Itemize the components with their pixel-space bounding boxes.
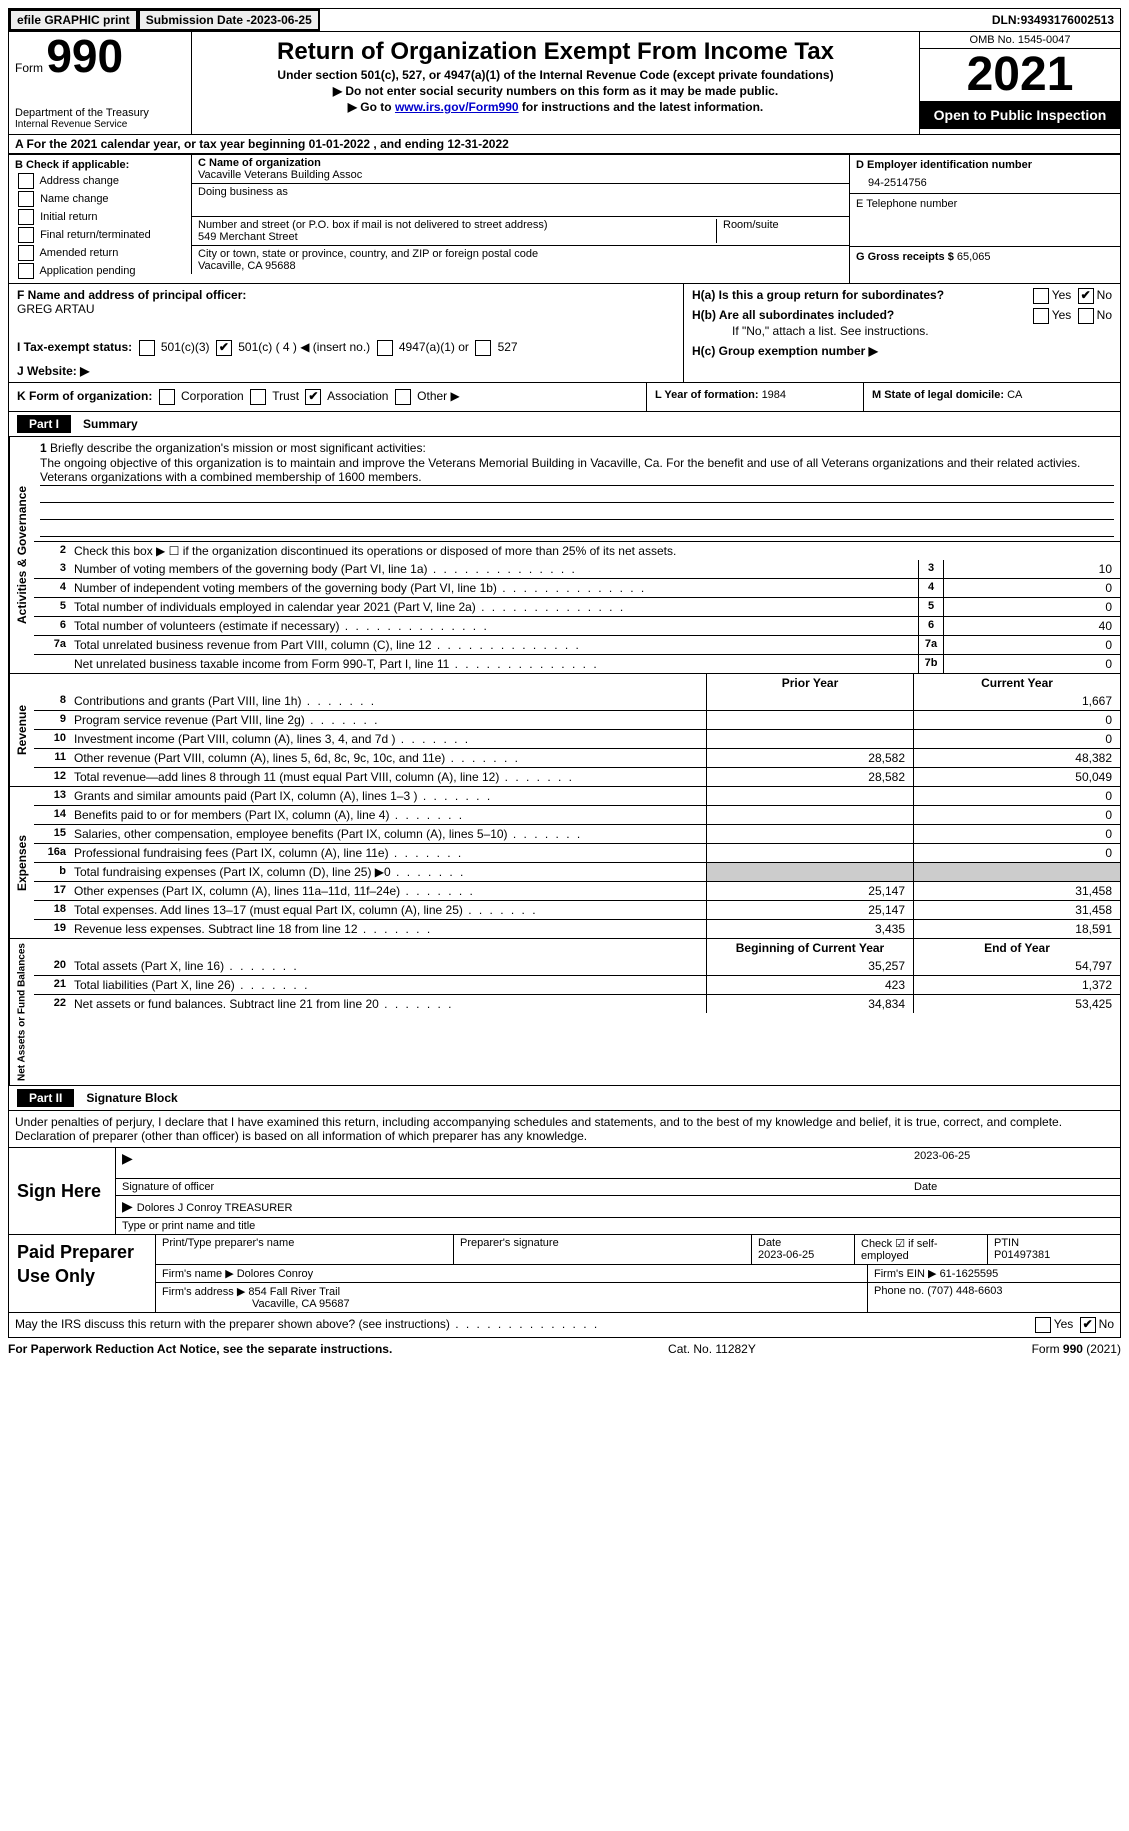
discuss-yes[interactable] — [1035, 1317, 1051, 1333]
table-row: 13Grants and similar amounts paid (Part … — [34, 787, 1120, 805]
dept-treasury: Department of the Treasury — [15, 107, 185, 119]
ptin: P01497381 — [994, 1249, 1114, 1261]
table-row: 22Net assets or fund balances. Subtract … — [34, 994, 1120, 1013]
tax-year: 2021 — [920, 49, 1120, 101]
part2-header: Part II Signature Block — [8, 1086, 1121, 1111]
form-subtitle: Under section 501(c), 527, or 4947(a)(1)… — [196, 68, 915, 82]
top-bar: efile GRAPHIC print Submission Date - 20… — [8, 8, 1121, 32]
tax-year-line: A For the 2021 calendar year, or tax yea… — [8, 135, 1121, 154]
state-domicile: CA — [1007, 389, 1022, 401]
revenue-block: Revenue Prior Year Current Year 8Contrib… — [8, 674, 1121, 787]
expenses-block: Expenses 13Grants and similar amounts pa… — [8, 787, 1121, 939]
check-assoc[interactable] — [305, 389, 321, 405]
form-title: Return of Organization Exempt From Incom… — [196, 38, 915, 66]
check-final-return[interactable] — [18, 227, 34, 243]
check-other[interactable] — [395, 389, 411, 405]
table-row: 19Revenue less expenses. Subtract line 1… — [34, 919, 1120, 938]
table-row: 9Program service revenue (Part VIII, lin… — [34, 710, 1120, 729]
table-row: 18Total expenses. Add lines 13–17 (must … — [34, 900, 1120, 919]
penalties-text: Under penalties of perjury, I declare th… — [8, 1111, 1121, 1148]
table-row: Net unrelated business taxable income fr… — [34, 654, 1120, 673]
gross-receipts: 65,065 — [957, 251, 991, 263]
form-prefix: Form — [15, 61, 43, 75]
activities-governance: Activities & Governance 1 Briefly descri… — [8, 437, 1121, 674]
table-row: 7aTotal unrelated business revenue from … — [34, 635, 1120, 654]
firm-addr1: 854 Fall River Trail — [248, 1286, 340, 1298]
paid-preparer-block: Paid Preparer Use Only Print/Type prepar… — [8, 1235, 1121, 1313]
firm-addr2: Vacaville, CA 95687 — [162, 1298, 861, 1310]
table-row: 14Benefits paid to or for members (Part … — [34, 805, 1120, 824]
table-row: 12Total revenue—add lines 8 through 11 (… — [34, 767, 1120, 786]
table-row: 17Other expenses (Part IX, column (A), l… — [34, 881, 1120, 900]
hb-no[interactable] — [1078, 308, 1094, 324]
principal-officer: GREG ARTAU — [17, 302, 675, 316]
table-row: 10Investment income (Part VIII, column (… — [34, 729, 1120, 748]
prep-date: 2023-06-25 — [758, 1249, 848, 1261]
sign-date: 2023-06-25 — [908, 1148, 1120, 1178]
check-name-change[interactable] — [18, 191, 34, 207]
dln: DLN: 93493176002513 — [986, 9, 1120, 31]
table-row: 16aProfessional fundraising fees (Part I… — [34, 843, 1120, 862]
open-to-public: Open to Public Inspection — [920, 101, 1120, 129]
submission-label: Submission Date - — [146, 13, 251, 27]
check-amended[interactable] — [18, 245, 34, 261]
submission-date-button[interactable]: Submission Date - 2023-06-25 — [138, 9, 320, 31]
section-d-e-g: D Employer identification number 94-2514… — [849, 155, 1120, 283]
net-assets-block: Net Assets or Fund Balances Beginning of… — [8, 939, 1121, 1086]
table-row: 21Total liabilities (Part X, line 26)423… — [34, 975, 1120, 994]
table-row: 20Total assets (Part X, line 16)35,25754… — [34, 957, 1120, 975]
table-row: 3Number of voting members of the governi… — [34, 560, 1120, 578]
street-address: 549 Merchant Street — [198, 231, 716, 243]
firm-ein: 61-1625595 — [940, 1268, 999, 1280]
irs-link[interactable]: www.irs.gov/Form990 — [395, 100, 519, 114]
check-application-pending[interactable] — [18, 263, 34, 279]
check-527[interactable] — [475, 340, 491, 356]
table-row: 5Total number of individuals employed in… — [34, 597, 1120, 616]
check-4947[interactable] — [377, 340, 393, 356]
check-trust[interactable] — [250, 389, 266, 405]
ha-yes[interactable] — [1033, 288, 1049, 304]
check-address-change[interactable] — [18, 173, 34, 189]
part1-header: Part I Summary — [8, 412, 1121, 437]
table-row: 11Other revenue (Part VIII, column (A), … — [34, 748, 1120, 767]
city-state-zip: Vacaville, CA 95688 — [198, 260, 843, 272]
page-footer: For Paperwork Reduction Act Notice, see … — [8, 1338, 1121, 1360]
form-note2: ▶ Go to www.irs.gov/Form990 for instruct… — [196, 100, 915, 114]
hb-yes[interactable] — [1033, 308, 1049, 324]
officer-name: Dolores J Conroy TREASURER — [116, 1196, 1120, 1217]
year-formation: 1984 — [762, 389, 786, 401]
irs-label: Internal Revenue Service — [15, 119, 185, 130]
firm-phone: (707) 448-6603 — [927, 1285, 1002, 1297]
efile-button[interactable]: efile GRAPHIC print — [9, 9, 138, 31]
check-initial-return[interactable] — [18, 209, 34, 225]
form-header: Form 990 Department of the Treasury Inte… — [8, 32, 1121, 135]
table-row: bTotal fundraising expenses (Part IX, co… — [34, 862, 1120, 881]
sign-block: Sign Here 2023-06-25 Signature of office… — [8, 1148, 1121, 1235]
check-501c3[interactable] — [139, 340, 155, 356]
section-b: B Check if applicable: Address change Na… — [9, 155, 191, 283]
header-info-block: B Check if applicable: Address change Na… — [8, 154, 1121, 284]
form-note1: ▶ Do not enter social security numbers o… — [196, 84, 915, 98]
section-k-l-m: K Form of organization: Corporation Trus… — [8, 383, 1121, 412]
table-row: 15Salaries, other compensation, employee… — [34, 824, 1120, 843]
website-line: J Website: ▶ — [17, 364, 675, 378]
ha-no[interactable] — [1078, 288, 1094, 304]
check-501c[interactable] — [216, 340, 232, 356]
section-f-h: F Name and address of principal officer:… — [8, 284, 1121, 383]
table-row: 8Contributions and grants (Part VIII, li… — [34, 692, 1120, 710]
table-row: 6Total number of volunteers (estimate if… — [34, 616, 1120, 635]
omb-number: OMB No. 1545-0047 — [920, 32, 1120, 49]
discuss-no[interactable] — [1080, 1317, 1096, 1333]
firm-name: Dolores Conroy — [237, 1268, 313, 1280]
discuss-line: May the IRS discuss this return with the… — [8, 1313, 1121, 1338]
section-c: C Name of organization Vacaville Veteran… — [191, 155, 849, 283]
table-row: 4Number of independent voting members of… — [34, 578, 1120, 597]
form-footer-right: Form 990 (2021) — [1032, 1342, 1121, 1356]
form-number: 990 — [46, 30, 123, 82]
mission-text: The ongoing objective of this organizati… — [40, 455, 1114, 486]
check-corp[interactable] — [159, 389, 175, 405]
submission-date: 2023-06-25 — [250, 13, 311, 27]
org-name: Vacaville Veterans Building Assoc — [198, 169, 843, 181]
ein: 94-2514756 — [856, 171, 1114, 189]
